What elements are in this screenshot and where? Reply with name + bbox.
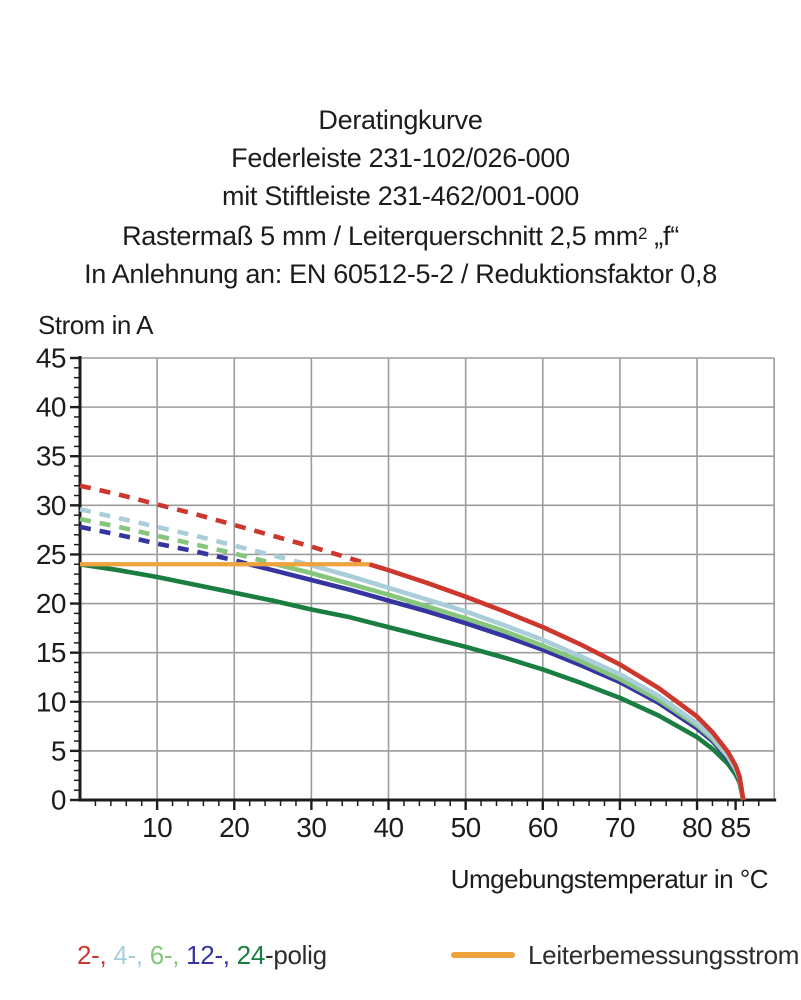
legend-pole-item-3: 12-,: [186, 940, 237, 970]
legend-pole-item-0: 2-,: [77, 940, 114, 970]
y-axis-title: Strom in A: [38, 310, 154, 340]
title-line-3: mit Stiftleiste 231-462/001-000: [222, 181, 579, 211]
legend-pole-item-5: -polig: [264, 940, 327, 970]
series-2-polig-dashed: [79, 483, 370, 567]
x-tick-label-10: 10: [142, 812, 172, 843]
y-tick-label-35: 35: [36, 441, 66, 472]
series-12-polig-dashed: [79, 524, 250, 567]
title-line-2: Federleiste 231-102/026-000: [231, 143, 570, 173]
x-tick-label-80: 80: [682, 812, 712, 843]
series-24-polig-solid: [79, 562, 746, 801]
rated-current-line-swatch: [451, 952, 515, 958]
legend-pole-item-4: 24: [236, 940, 266, 970]
legend-pole-item-2: 6-,: [149, 940, 187, 970]
legend-row: 2-, 4-, 6-, 12-, 24-polig Leiterbemessun…: [0, 938, 801, 984]
rated-current-legend-label: Leiterbemessungsstrom: [528, 940, 800, 970]
x-tick-label-30: 30: [296, 812, 326, 843]
series-4-polig-solid: [306, 562, 746, 801]
title-line-1: Deratingkurve: [318, 105, 483, 135]
y-tick-label-0: 0: [51, 785, 66, 816]
derating-chart-canvas: 0 5 10 15 20 25 30 35 40 45 10 20 30 40 50 60 70 80 85 Stro…: [36, 310, 777, 894]
poles-legend: 2-, 4-, 6-, 12-, 24-polig: [77, 940, 327, 971]
series-2-polig-solid: [368, 562, 746, 801]
title-block: Deratingkurve Federleiste 231-102/026-00…: [0, 101, 801, 293]
series-6-polig-solid: [275, 562, 746, 801]
title-line-4: Rastermaß 5 mm / Leiterquerschnitt 2,5 m…: [122, 221, 679, 251]
y-tick-label-10: 10: [36, 686, 66, 717]
superscript-2: 2: [637, 224, 648, 243]
legend-pole-item-1: 4-,: [113, 940, 150, 970]
x-tick-label-60: 60: [528, 812, 558, 843]
y-tick-label-25: 25: [36, 539, 66, 570]
x-tick-label-20: 20: [219, 812, 249, 843]
y-tick-label-15: 15: [36, 637, 66, 668]
y-tick-label-20: 20: [36, 588, 66, 619]
y-tick-label-45: 45: [36, 343, 66, 374]
rated-current-legend: Leiterbemessungsstrom: [451, 940, 799, 971]
x-tick-label-85: 85: [721, 812, 751, 843]
x-axis-title: Umgebungstemperatur in °C: [451, 864, 768, 894]
x-tick-label-40: 40: [373, 812, 403, 843]
series-12-polig-solid: [248, 562, 746, 801]
x-tick-label-50: 50: [451, 812, 481, 843]
x-tick-label-70: 70: [605, 812, 635, 843]
y-tick-label-40: 40: [36, 392, 66, 423]
series-6-polig-dashed: [79, 516, 277, 567]
title-line-5: In Anlehnung an: EN 60512-5-2 / Reduktio…: [84, 259, 717, 289]
y-tick-label-30: 30: [36, 490, 66, 521]
y-tick-label-5: 5: [51, 735, 66, 766]
